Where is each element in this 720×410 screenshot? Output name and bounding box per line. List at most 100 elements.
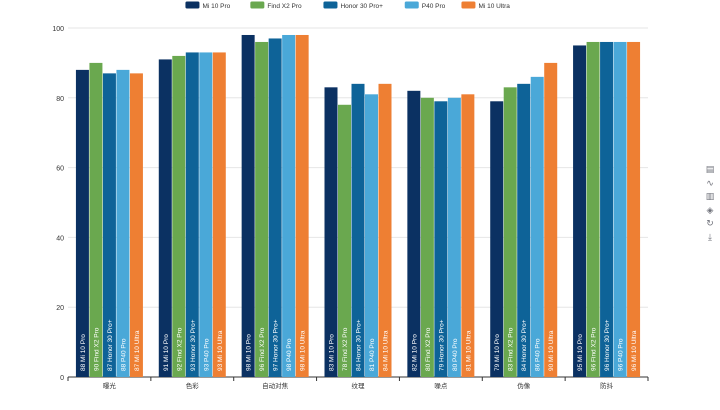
bar[interactable]	[627, 41, 641, 378]
bar[interactable]	[517, 83, 531, 377]
data-view-icon[interactable]: ▤	[705, 164, 715, 174]
bar-data-label: 84 Mi 10 Ultra	[383, 330, 390, 371]
bar[interactable]	[503, 87, 517, 377]
bar-data-label: 80 Find X2 Pro	[425, 327, 432, 371]
bar-data-label: 98 P40 Pro	[286, 338, 293, 371]
bar[interactable]	[586, 41, 600, 378]
bar-data-label: 96 P40 Pro	[618, 338, 625, 371]
bar-data-label: 90 Find X2 Pro	[93, 327, 100, 371]
bar-data-label: 92 Find X2 Pro	[176, 327, 183, 371]
chart-toolbox: ▤ ∿ ▥ ◈ ↻ ⤓	[704, 163, 716, 244]
bar-data-label: 84 Honor 30 Pro+	[356, 319, 363, 371]
bars	[75, 34, 641, 378]
bar[interactable]	[255, 41, 269, 378]
bar-data-label: 96 Find X2 Pro	[591, 327, 598, 371]
bar-data-label: 86 P40 Pro	[535, 338, 542, 371]
y-tick-label: 0	[60, 375, 64, 382]
bar[interactable]	[185, 52, 199, 378]
bar[interactable]	[102, 73, 116, 378]
bar-data-label: 90 Mi 10 Ultra	[548, 330, 555, 371]
legend-label[interactable]: Mi 10 Ultra	[478, 3, 510, 10]
bar-data-label: 95 Mi 10 Pro	[577, 334, 584, 371]
stack-icon[interactable]: ◈	[706, 204, 714, 215]
bar-data-label: 81 P40 Pro	[369, 338, 376, 371]
legend-swatch[interactable]	[185, 1, 200, 9]
bar-data-label: 88 P40 Pro	[120, 338, 127, 371]
bar[interactable]	[447, 97, 461, 378]
bar[interactable]	[378, 83, 392, 377]
x-category-label: 噪点	[434, 382, 448, 390]
y-tick-label: 60	[56, 166, 64, 173]
bar[interactable]	[116, 69, 130, 377]
x-category-label: 防抖	[600, 381, 614, 390]
bar[interactable]	[199, 52, 213, 378]
bar-data-label: 96 Find X2 Pro	[259, 327, 266, 371]
bar-data-label: 98 Mi 10 Ultra	[300, 330, 307, 371]
bar-data-label: 93 Honor 30 Pro+	[190, 319, 197, 371]
bar[interactable]	[212, 52, 226, 378]
bar[interactable]	[530, 76, 544, 378]
bar[interactable]	[338, 104, 351, 377]
bar[interactable]	[172, 55, 186, 378]
data-labels: 88 Mi 10 Pro 90 Find X2 Pro 87 Honor 30 Pr…	[80, 319, 638, 371]
legend-label[interactable]: Honor 30 Pro+	[340, 3, 383, 10]
bar-data-label: 83 Find X2 Pro	[508, 327, 515, 371]
bar[interactable]	[573, 45, 587, 377]
bar[interactable]	[241, 34, 255, 377]
bar[interactable]	[490, 101, 504, 377]
legend-swatch[interactable]	[461, 1, 476, 9]
bar-data-label: 93 Mi 10 Ultra	[217, 330, 224, 371]
legend-swatch[interactable]	[250, 1, 265, 9]
bar[interactable]	[282, 34, 296, 377]
bar-data-label: 88 Mi 10 Pro	[80, 334, 87, 371]
bar[interactable]	[351, 83, 365, 377]
bar-data-label: 87 Mi 10 Ultra	[134, 330, 141, 371]
x-category-label: 伪像	[517, 381, 531, 390]
y-tick-label: 40	[56, 235, 64, 242]
bar-chart-icon[interactable]: ▥	[705, 191, 715, 201]
bar[interactable]	[420, 97, 434, 378]
bar[interactable]	[600, 41, 614, 378]
bar[interactable]	[544, 62, 558, 378]
bar[interactable]	[461, 94, 475, 377]
bar[interactable]	[407, 90, 421, 377]
bar[interactable]	[268, 38, 282, 377]
bar[interactable]	[365, 94, 378, 377]
bar[interactable]	[434, 101, 448, 377]
x-category-label: 色彩	[186, 381, 200, 390]
bar-data-label: 81 Mi 10 Ultra	[465, 330, 472, 371]
legend-label[interactable]: Find X2 Pro	[267, 3, 302, 10]
x-category-label: 曝光	[103, 381, 117, 390]
legend-label[interactable]: P40 Pro	[422, 3, 446, 10]
bar[interactable]	[75, 69, 89, 377]
y-tick-label: 80	[56, 96, 64, 103]
bar-data-label: 82 Mi 10 Pro	[411, 334, 418, 371]
bar[interactable]	[324, 87, 338, 377]
bar[interactable]	[158, 59, 172, 377]
bar-data-label: 91 Mi 10 Pro	[163, 334, 170, 371]
line-chart-icon[interactable]: ∿	[706, 177, 714, 188]
bar-data-label: 79 Honor 30 Pro+	[438, 319, 445, 371]
legend-swatch[interactable]	[323, 1, 338, 9]
bar-data-label: 96 Mi 10 Ultra	[631, 330, 638, 371]
bar-data-label: 78 Find X2 Pro	[342, 327, 349, 371]
bar-data-label: 80 P40 Pro	[452, 338, 459, 371]
bar-data-label: 96 Honor 30 Pro+	[604, 319, 611, 371]
bar-data-label: 83 Mi 10 Pro	[329, 334, 336, 371]
bar[interactable]	[129, 73, 143, 378]
bar-data-label: 93 P40 Pro	[203, 338, 210, 371]
bar-data-label: 79 Mi 10 Pro	[494, 334, 501, 371]
download-icon[interactable]: ⤓	[708, 231, 712, 242]
bar-data-label: 97 Honor 30 Pro+	[273, 319, 280, 371]
bar[interactable]	[295, 34, 309, 377]
restore-icon[interactable]: ↻	[706, 218, 714, 228]
bar-data-label: 98 Mi 10 Pro	[246, 334, 253, 371]
bar[interactable]	[89, 62, 103, 378]
bar-data-label: 87 Honor 30 Pro+	[107, 319, 114, 371]
bar[interactable]	[613, 41, 627, 378]
legend-label[interactable]: Mi 10 Pro	[202, 3, 230, 10]
y-tick-label: 100	[52, 26, 64, 33]
legend[interactable]: Mi 10 Pro Find X2 Pro Honor 30 Pro+ P40 Pro…	[185, 1, 510, 11]
legend-swatch[interactable]	[404, 1, 419, 9]
